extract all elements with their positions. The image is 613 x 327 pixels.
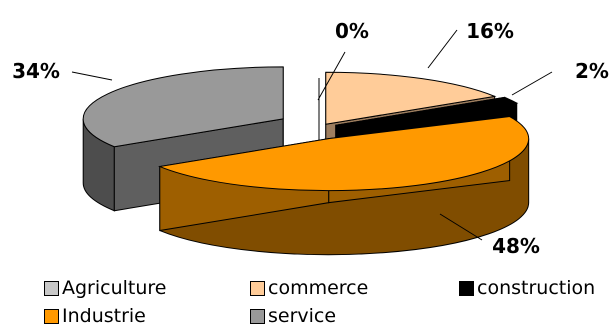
pie-slice-top [325,71,497,125]
leader-lines [71,29,553,241]
leader-line [71,71,113,81]
leader-line [317,51,346,101]
pie-slice-industrie [157,115,530,256]
data-label: 16% [466,19,514,43]
leader-line [439,213,483,241]
data-label: 48% [492,234,540,258]
data-label: 0% [335,19,369,43]
leader-line [511,71,553,96]
data-label: 34% [12,59,60,83]
data-label: 2% [575,59,609,83]
pie-slice-top [82,66,284,148]
leader-line [427,29,458,69]
pie-slices [82,66,530,256]
pie-slice-top [335,96,519,126]
pie-slice-top [157,116,530,192]
data-labels: 0% 16% 2% 48% 34% [12,19,609,258]
